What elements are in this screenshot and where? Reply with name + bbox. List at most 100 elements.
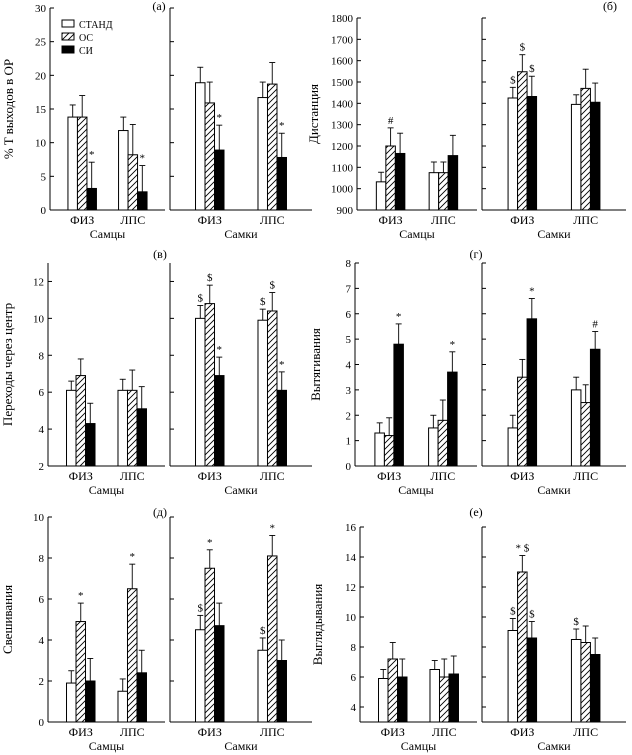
bar-si [214,375,225,467]
bar-si [136,672,147,723]
group-title: Самцы [401,739,436,753]
y-tick-label: 2 [346,410,352,422]
y-tick-label: 1700 [331,34,354,46]
bar-si [276,660,287,723]
bar-si [447,155,459,211]
significance-marker: * [89,149,95,161]
x-category-label: ФИЗ [377,469,401,483]
y-tick-label: 6 [39,594,45,606]
y-tick-label: 0 [41,205,47,217]
y-tick-label: 4 [39,424,45,436]
bar-os [437,419,449,467]
bar-si [276,389,287,467]
bar-si [589,654,601,723]
bar-si [393,343,404,467]
panel-label: (д) [153,505,167,519]
bar-os [580,402,591,467]
bar-os [204,102,216,211]
y-tick-label: 6 [346,309,352,321]
group-title: Самцы [89,483,124,497]
bar-stand [66,682,77,723]
y-tick-label: 1100 [331,162,353,174]
bar-stand [67,116,78,211]
y-tick-label: 1600 [331,56,354,68]
bar-si [397,676,408,723]
bar-si [394,152,406,211]
bar-stand [257,319,268,467]
bar-si [85,680,96,723]
y-tick-label: 1500 [331,77,354,89]
bar-stand [570,103,582,211]
group-title: Самки [537,483,571,497]
group-title: Самки [224,483,258,497]
bar-stand [570,639,582,723]
bar-os [204,303,216,467]
bar-os [75,621,87,723]
chart-panel-4: (г)Вытягивания012345678*ФИЗ*ЛПССамцы*ФИЗ… [308,247,626,497]
bar-stand [507,630,519,723]
bar-os [580,87,591,211]
x-category-label: ЛПС [573,469,598,483]
y-tick-label: 10 [33,313,45,325]
bar-os [438,676,450,723]
x-category-label: ЛПС [260,725,285,739]
bar-os [266,83,278,211]
y-tick-label: 7 [346,283,352,295]
bar-si [214,625,225,723]
group-title: Самцы [89,739,124,753]
significance-marker: $ [573,616,579,628]
bar-si [276,156,287,211]
x-category-label: ФИЗ [69,725,93,739]
y-tick-label: 20 [35,70,47,82]
bar-stand [195,317,206,467]
significance-marker: $ [529,63,535,75]
y-tick-label: 1000 [331,184,354,196]
panel-label: (г) [470,247,483,261]
y-tick-label: 14 [345,552,357,564]
x-category-label: ЛПС [120,213,145,227]
significance-marker: * [78,590,84,602]
y-tick-label: 900 [337,205,354,217]
x-category-label: ФИЗ [69,469,93,483]
bar-stand [195,629,206,723]
y-tick-label: 3 [346,385,352,397]
group-title: Самки [537,739,571,753]
bar-si [589,101,601,211]
significance-marker: * [529,286,535,298]
y-tick-label: 1400 [331,98,354,110]
panel-label: (б) [603,0,617,13]
bar-si [85,423,96,467]
significance-marker: $ [198,602,204,614]
significance-marker: $ [510,606,516,618]
significance-marker: $ [260,296,266,308]
significance-marker: * [450,339,456,351]
bar-si [137,191,148,211]
y-axis-title: Дистанция [306,84,321,144]
chart-panel-2: (б) Дистанция 900 1000 1100 1200 1300 1400 1500 1… [306,0,626,241]
x-category-label: ФИЗ [198,725,222,739]
y-tick-label: 2 [39,676,45,688]
legend: СТАНД ОС СИ [61,19,113,57]
y-tick-label: 30 [35,3,47,15]
bar-stand [378,678,389,723]
y-axis-title: Вытягивания [308,328,323,401]
y-tick-label: 1300 [331,120,354,132]
bar-stand [195,82,206,211]
significance-marker: $ [510,74,516,86]
y-tick-label: 1 [346,436,352,448]
chart-panel-5: (д)Свешивания0246810*ФИЗ*ЛПССамцы$*ФИЗ$*… [0,505,312,753]
y-tick-label: 8 [39,553,45,565]
group-title: Самки [224,739,258,753]
bar-os [580,642,591,723]
significance-marker: $ [269,280,275,292]
significance-marker: * [207,537,213,549]
bar-si [526,96,538,211]
